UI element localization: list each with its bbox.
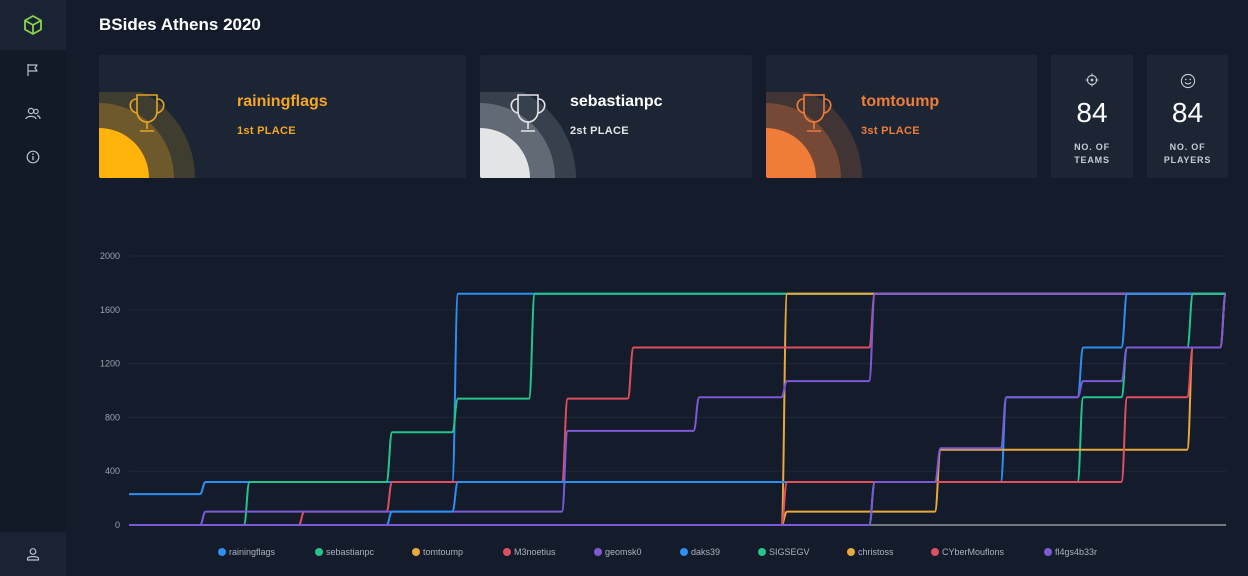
- y-tick-label: 400: [105, 466, 120, 476]
- teams-label: NO. OF TEAMS: [1074, 142, 1110, 165]
- legend-dot: [218, 548, 226, 556]
- legend-label: rainingflags: [229, 547, 276, 557]
- team-name[interactable]: rainingflags: [237, 93, 328, 110]
- legend-label: daks39: [691, 547, 721, 557]
- legend-label: fl4gs4b33r: [1055, 547, 1098, 557]
- users-icon: [25, 107, 41, 120]
- legend-item[interactable]: daks39: [680, 547, 720, 557]
- sidebar-item-challenges[interactable]: [0, 48, 66, 92]
- flag-icon: [27, 64, 38, 76]
- cube-icon: [24, 15, 42, 35]
- legend-item[interactable]: CYberMouflons: [931, 547, 1004, 557]
- series-line-M3noetius: [129, 292, 1226, 526]
- legend-label: sebastianpc: [326, 547, 375, 557]
- y-tick-label: 0: [115, 520, 120, 530]
- series-line-geomsk0: [129, 292, 1226, 526]
- place-label: 3st PLACE: [861, 125, 920, 137]
- players-stat-card: 84 NO. OF PLAYERS: [1147, 55, 1228, 178]
- series-line-SIGSEGV: [129, 292, 1226, 526]
- legend-item[interactable]: geomsk0: [594, 547, 642, 557]
- rank-arc-graphic: [99, 92, 195, 178]
- y-tick-label: 2000: [100, 251, 120, 261]
- y-tick-label: 1600: [100, 305, 120, 315]
- trophy-icon: [510, 94, 546, 132]
- sidebar-item-teams[interactable]: [0, 92, 66, 136]
- sidebar-item-home[interactable]: [0, 0, 66, 50]
- legend-label: tomtoump: [423, 547, 464, 557]
- sidebar-item-info[interactable]: [0, 135, 66, 179]
- y-tick-label: 1200: [100, 359, 120, 369]
- series-line-daks39: [129, 292, 1226, 526]
- teams-stat-card: 84 NO. OF TEAMS: [1051, 55, 1133, 178]
- legend-item[interactable]: M3noetius: [503, 547, 556, 557]
- smiley-icon: [1180, 73, 1195, 89]
- legend-dot: [758, 548, 766, 556]
- legend-dot: [594, 548, 602, 556]
- legend-label: CYberMouflons: [942, 547, 1005, 557]
- rank-arc-graphic: [766, 92, 862, 178]
- legend-item[interactable]: tomtoump: [412, 547, 463, 557]
- legend-dot: [412, 548, 420, 556]
- legend-label: M3noetius: [514, 547, 556, 557]
- podium-card-second[interactable]: sebastianpc 2st PLACE: [480, 55, 752, 178]
- podium-card-third[interactable]: tomtoump 3st PLACE: [766, 55, 1037, 178]
- legend-dot: [1044, 548, 1052, 556]
- players-count: 84: [1171, 97, 1204, 128]
- team-name[interactable]: sebastianpc: [570, 93, 663, 110]
- target-icon: [1085, 73, 1099, 87]
- place-label: 1st PLACE: [237, 125, 296, 137]
- sidebar-item-profile[interactable]: [0, 532, 66, 576]
- legend-dot: [503, 548, 511, 556]
- user-icon: [26, 548, 40, 561]
- rank-arc-graphic: [480, 92, 576, 178]
- legend-item[interactable]: sebastianpc: [315, 547, 374, 557]
- series-line-CYberMouflons: [129, 292, 1227, 526]
- legend-item[interactable]: christoss: [847, 547, 894, 557]
- teams-count: 84: [1076, 97, 1108, 128]
- series-line-fl4gs4b33r: [129, 292, 1227, 526]
- trophy-icon: [129, 94, 165, 132]
- podium-card-first[interactable]: rainingflags 1st PLACE: [99, 55, 466, 178]
- players-label: NO. OF PLAYERS: [1163, 142, 1212, 165]
- info-icon: [26, 150, 40, 164]
- legend-dot: [315, 548, 323, 556]
- legend-item[interactable]: rainingflags: [218, 547, 275, 557]
- page-title: BSides Athens 2020: [99, 15, 261, 34]
- legend-dot: [847, 548, 855, 556]
- series-line-rainingflags: [129, 292, 1226, 496]
- series-line-tomtoump: [129, 292, 1226, 526]
- legend-label: geomsk0: [605, 547, 642, 557]
- legend-dot: [931, 548, 939, 556]
- legend-dot: [680, 548, 688, 556]
- legend-label: SIGSEGV: [769, 547, 810, 557]
- legend-item[interactable]: SIGSEGV: [758, 547, 810, 557]
- legend-label: christoss: [858, 547, 894, 557]
- team-name[interactable]: tomtoump: [861, 93, 940, 110]
- sidebar: [0, 0, 66, 576]
- y-tick-label: 800: [105, 412, 120, 422]
- trophy-icon: [796, 94, 832, 132]
- series-line-christoss: [129, 292, 1227, 526]
- legend-item[interactable]: fl4gs4b33r: [1044, 547, 1097, 557]
- series-line-sebastianpc: [129, 292, 1226, 526]
- place-label: 2st PLACE: [570, 125, 629, 137]
